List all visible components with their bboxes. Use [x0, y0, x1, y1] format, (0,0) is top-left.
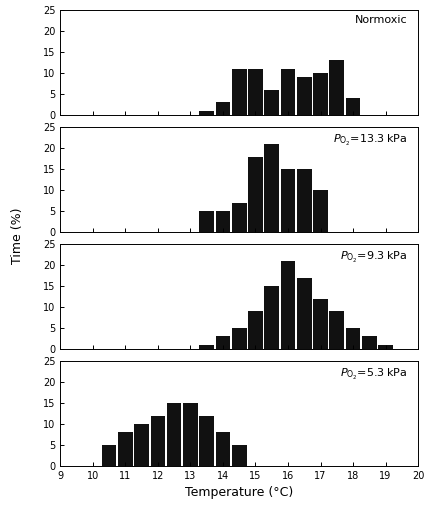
Bar [329, 60, 343, 115]
Bar [361, 336, 376, 349]
Bar [134, 424, 149, 466]
Bar [215, 211, 230, 232]
Bar [280, 169, 295, 232]
Bar [313, 298, 327, 349]
Bar [199, 416, 214, 466]
Bar [345, 98, 359, 115]
Bar [231, 445, 246, 466]
Bar [118, 433, 132, 466]
Bar [183, 403, 197, 466]
Bar [296, 278, 311, 349]
Bar [264, 90, 278, 115]
Bar [264, 144, 278, 232]
Bar [199, 111, 214, 115]
Bar [166, 403, 181, 466]
Bar [296, 169, 311, 232]
Bar [264, 286, 278, 349]
Bar [248, 311, 262, 349]
Bar [215, 433, 230, 466]
Bar [215, 102, 230, 115]
Bar [231, 328, 246, 349]
Bar [378, 345, 392, 349]
Bar [329, 311, 343, 349]
Bar [345, 328, 359, 349]
Bar [296, 77, 311, 115]
Bar [231, 69, 246, 115]
Text: $P_{\mathrm{O_2}}$=9.3 kPa: $P_{\mathrm{O_2}}$=9.3 kPa [339, 249, 406, 265]
Bar [199, 211, 214, 232]
Bar [313, 73, 327, 115]
X-axis label: Temperature (°C): Temperature (°C) [184, 486, 293, 499]
Bar [101, 445, 116, 466]
Bar [150, 416, 165, 466]
Bar [199, 345, 214, 349]
Bar [280, 261, 295, 349]
Text: Normoxic: Normoxic [354, 15, 406, 26]
Bar [248, 157, 262, 232]
Bar [280, 69, 295, 115]
Text: $P_{\mathrm{O_2}}$=5.3 kPa: $P_{\mathrm{O_2}}$=5.3 kPa [339, 367, 406, 381]
Bar [248, 69, 262, 115]
Bar [313, 190, 327, 232]
Bar [231, 203, 246, 232]
Bar [215, 336, 230, 349]
Text: Time (%): Time (%) [11, 207, 24, 264]
Text: $P_{\mathrm{O_2}}$=13.3 kPa: $P_{\mathrm{O_2}}$=13.3 kPa [332, 133, 406, 147]
